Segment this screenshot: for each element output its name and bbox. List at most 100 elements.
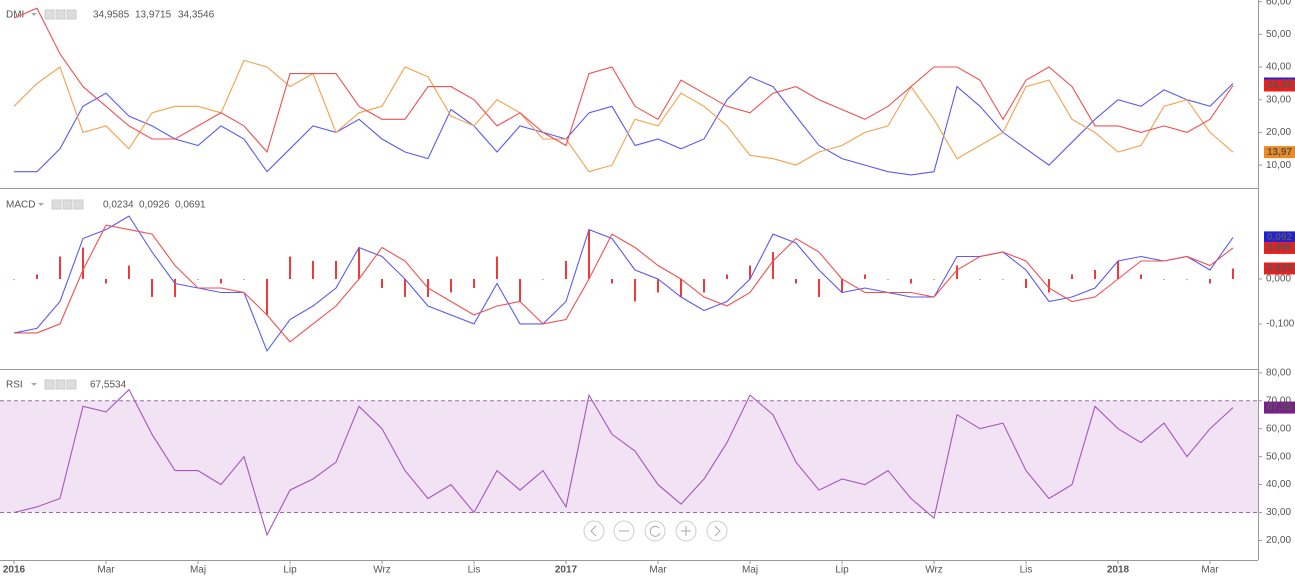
histogram-bar: [910, 279, 912, 284]
x-tick-label: Lis: [1020, 565, 1033, 576]
histogram-bar: [404, 279, 406, 297]
x-tick-label: Mar: [97, 565, 115, 576]
y-tick-label: -0,100: [1266, 319, 1295, 330]
reset-button[interactable]: [644, 520, 666, 542]
icon: [590, 525, 597, 537]
x-tick-label: Mar: [649, 565, 667, 576]
last-value-badge: [1264, 79, 1295, 92]
histogram-bar: [657, 279, 659, 293]
histogram-bar: [542, 279, 544, 280]
y-tick-label: 30,00: [1266, 507, 1291, 518]
histogram-bar: [473, 279, 475, 288]
icon: [714, 525, 721, 537]
histogram-bar: [289, 256, 291, 279]
indicator-line: [13, 215, 1234, 353]
indicator-title: RSI: [6, 380, 23, 391]
indicator-line: [13, 388, 1234, 537]
y-tick-label: 60,00: [1266, 0, 1291, 7]
histogram-bar: [680, 279, 682, 297]
histogram-bar: [174, 279, 176, 297]
histogram-bar: [197, 279, 199, 280]
histogram-bar: [82, 247, 84, 279]
y-tick-label: 70,00: [1266, 395, 1291, 406]
last-value-badge: [1264, 146, 1295, 159]
histogram-bar: [105, 279, 107, 284]
histogram-bar: [1002, 279, 1004, 280]
band-area: [0, 400, 1258, 513]
histogram-bar: [864, 274, 866, 279]
panel-icon: [44, 9, 55, 20]
x-tick-label: Mar: [1201, 565, 1219, 576]
y-tick-label: 60,00: [1266, 423, 1291, 434]
histogram-bar: [818, 279, 820, 297]
x-tick-label: Lip: [283, 565, 297, 576]
x-tick-label: Lip: [835, 565, 849, 576]
x-tick-label: Wrz: [373, 565, 391, 576]
last-value-label: 0,069: [1267, 243, 1292, 254]
y-tick-label: 20,00: [1266, 127, 1291, 138]
histogram-bar: [1186, 279, 1188, 280]
y-tick-label: 40,00: [1266, 62, 1291, 73]
histogram-bar: [1140, 274, 1142, 279]
histogram-bar: [36, 274, 38, 279]
y-tick-label: 50,00: [1266, 29, 1291, 40]
indicator-value: 34,9585: [93, 10, 130, 21]
histogram-bar: [588, 229, 590, 279]
panel-icon: [62, 199, 73, 210]
histogram-bar: [887, 279, 889, 280]
y-tick-label: 20,00: [1266, 535, 1291, 546]
y-tick-label: 80,00: [1266, 367, 1291, 378]
histogram-bar: [220, 279, 222, 284]
histogram-bar: [1209, 279, 1211, 284]
scroll-right-button[interactable]: [706, 520, 728, 542]
y-tick-label: 40,00: [1266, 479, 1291, 490]
indicator-line: [13, 7, 1234, 154]
indicator-line: [13, 59, 1234, 173]
histogram-bar: [519, 279, 521, 302]
histogram-bar: [979, 279, 981, 280]
panel-icon: [44, 379, 55, 390]
indicator-value: 0,0234: [103, 200, 134, 211]
indicator-value: 34,3546: [178, 10, 215, 21]
panel-icon: [51, 199, 62, 210]
last-value-badge: [1264, 401, 1295, 414]
histogram-bar: [1232, 268, 1234, 279]
histogram-bar: [335, 261, 337, 279]
last-value-label: 34,35: [1267, 80, 1292, 91]
histogram-bar: [703, 279, 705, 293]
last-value-label: 13,97: [1267, 147, 1292, 158]
panel-icon: [55, 379, 66, 390]
panel-icon: [55, 9, 66, 20]
scroll-left-button[interactable]: [583, 520, 605, 542]
dropdown-icon: [31, 383, 37, 386]
histogram-bar: [266, 279, 268, 315]
x-tick-label: 2016: [3, 565, 26, 576]
histogram-bar: [450, 279, 452, 293]
last-value-label: 67,55: [1267, 402, 1292, 413]
x-tick-label: Maj: [190, 565, 206, 576]
last-value-label: 0,023: [1267, 263, 1292, 274]
histogram-bar: [726, 274, 728, 279]
histogram-bar: [243, 279, 245, 280]
histogram-bar: [634, 279, 636, 302]
indicator-title: DMI: [6, 10, 24, 21]
histogram-bar: [1025, 279, 1027, 288]
panel-icon: [73, 199, 84, 210]
histogram-bar: [13, 279, 15, 280]
y-tick-label: 0,000: [1266, 274, 1291, 285]
histogram-bar: [1071, 274, 1073, 279]
histogram-bar: [795, 279, 797, 284]
histogram-bar: [381, 279, 383, 288]
panel-icon: [66, 379, 77, 390]
indicator-value: 67,5534: [90, 380, 127, 391]
icon: [681, 526, 691, 536]
last-value-badge: [1264, 241, 1295, 254]
histogram-bar: [772, 252, 774, 279]
histogram-bar: [1117, 261, 1119, 279]
histogram-bar: [151, 279, 153, 297]
zoom-controls: [583, 520, 728, 542]
histogram-bar: [1048, 279, 1050, 293]
x-tick-label: Wrz: [925, 565, 943, 576]
histogram-bar: [312, 261, 314, 279]
